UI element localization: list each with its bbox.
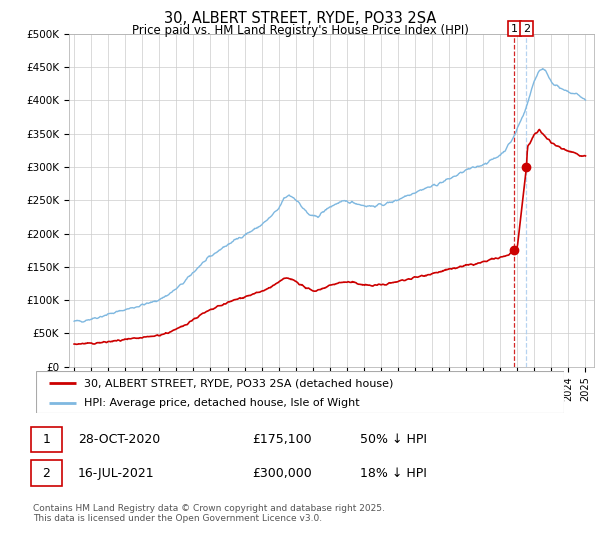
Text: 2: 2 — [43, 466, 50, 480]
Text: Contains HM Land Registry data © Crown copyright and database right 2025.
This d: Contains HM Land Registry data © Crown c… — [33, 504, 385, 524]
Text: 2: 2 — [523, 24, 530, 34]
Text: 18% ↓ HPI: 18% ↓ HPI — [360, 466, 427, 480]
Text: £175,100: £175,100 — [252, 433, 311, 446]
Text: 50% ↓ HPI: 50% ↓ HPI — [360, 433, 427, 446]
Text: 30, ALBERT STREET, RYDE, PO33 2SA (detached house): 30, ALBERT STREET, RYDE, PO33 2SA (detac… — [83, 378, 393, 388]
Text: 30, ALBERT STREET, RYDE, PO33 2SA: 30, ALBERT STREET, RYDE, PO33 2SA — [164, 11, 436, 26]
Text: Price paid vs. HM Land Registry's House Price Index (HPI): Price paid vs. HM Land Registry's House … — [131, 24, 469, 36]
Text: £300,000: £300,000 — [252, 466, 312, 480]
Text: 16-JUL-2021: 16-JUL-2021 — [78, 466, 155, 480]
Text: 1: 1 — [43, 433, 50, 446]
Text: 1: 1 — [511, 24, 518, 34]
Text: HPI: Average price, detached house, Isle of Wight: HPI: Average price, detached house, Isle… — [83, 398, 359, 408]
Text: 28-OCT-2020: 28-OCT-2020 — [78, 433, 160, 446]
